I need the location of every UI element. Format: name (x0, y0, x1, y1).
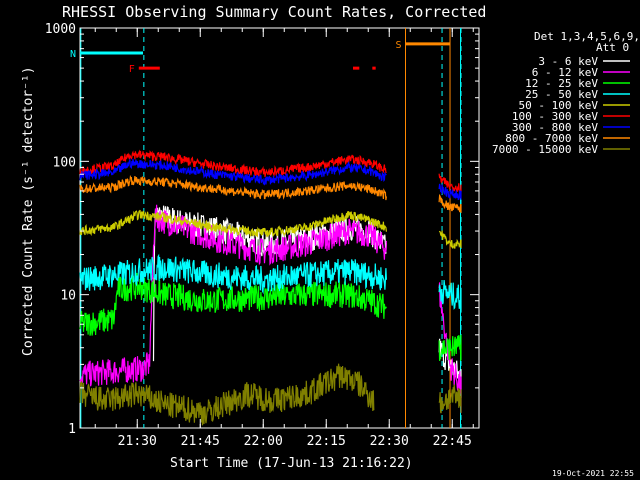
plot-border (79, 27, 480, 429)
series-line-after-gap (438, 193, 462, 213)
series-12-25-kev (79, 272, 462, 361)
legend-header-line2: Att 0 (596, 41, 629, 54)
x-tick-label: 21:45 (181, 434, 220, 449)
plot-frame (79, 27, 480, 429)
series-line-after-gap (438, 334, 462, 361)
legend-label: 25 - 50 keV (525, 88, 598, 101)
y-tick-label: 1000 (45, 22, 76, 37)
flag-annotations: N F S (70, 40, 461, 75)
legend-label: 50 - 100 keV (519, 99, 599, 112)
vertical-markers (80, 28, 462, 428)
flag-label: S (396, 40, 402, 51)
series-line (79, 204, 387, 387)
legend-label: 6 - 12 keV (532, 66, 599, 79)
legend-label: 12 - 25 keV (525, 77, 598, 90)
legend-header-line1: Det 1,3,4,5,6,9, (534, 30, 640, 43)
legend-label: 100 - 300 keV (512, 110, 598, 123)
series-300-800-kev (79, 157, 462, 201)
y-tick-label: 100 (53, 155, 76, 170)
series-line-after-gap (438, 384, 462, 414)
x-axis-ticks: 21:30 21:45 22:00 22:15 22:30 22:45 (94, 28, 474, 449)
x-tick-label: 22:45 (433, 434, 472, 449)
timestamp: 19-Oct-2021 22:55 (552, 469, 634, 478)
flag-label: N (70, 49, 76, 60)
series-lines (79, 149, 462, 426)
series-line (79, 253, 387, 295)
series-line (79, 149, 387, 178)
series-line (79, 209, 387, 238)
x-axis-label: Start Time (17-Jun-13 21:16:22) (170, 456, 413, 471)
series-line (79, 363, 375, 426)
series-7000-15000-kev (79, 363, 462, 426)
series-line-after-gap (438, 183, 462, 201)
series-line-after-gap (438, 279, 462, 313)
x-tick-label: 22:30 (370, 434, 409, 449)
legend-label: 300 - 800 keV (512, 121, 598, 134)
series-25-50-kev (79, 253, 462, 313)
series-line (79, 174, 387, 201)
y-tick-label: 10 (60, 289, 76, 304)
y-axis-ticks: 1 10 100 1000 (45, 22, 479, 437)
series-line (79, 272, 387, 336)
y-axis-label: Corrected Count Rate (s⁻¹ detector⁻¹) (21, 66, 36, 356)
chart-title: RHESSI Observing Summary Count Rates, Co… (62, 3, 486, 21)
flag-label: F (129, 64, 135, 75)
y-tick-label: 1 (68, 422, 76, 437)
x-tick-label: 21:30 (118, 434, 157, 449)
legend-label: 7000 - 15000 keV (492, 143, 598, 156)
series-100-300-kev (79, 149, 462, 193)
series-line-after-gap (438, 173, 462, 193)
x-tick-label: 22:15 (307, 434, 346, 449)
legend-label: 3 - 6 keV (538, 55, 598, 68)
series-line (79, 157, 387, 186)
series-line-after-gap (438, 230, 462, 249)
series-800-7000-kev (79, 174, 462, 213)
legend-label: 800 - 7000 keV (505, 132, 598, 145)
series-50-100-kev (79, 209, 462, 249)
x-tick-label: 22:00 (244, 434, 283, 449)
